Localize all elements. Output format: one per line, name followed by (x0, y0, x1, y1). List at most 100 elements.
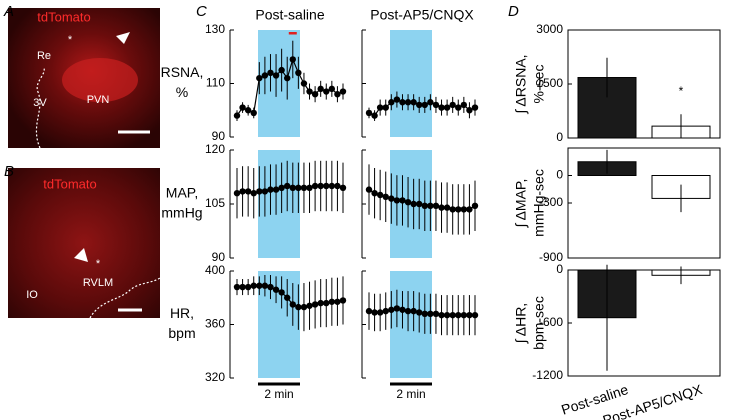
point (300, 184, 308, 191)
y-axis-label: bpm-sec (531, 296, 547, 350)
stimulus-band (390, 271, 432, 378)
point (328, 182, 336, 190)
significance-marker (288, 32, 297, 35)
point (416, 200, 423, 208)
y-tick-label: 0 (556, 130, 563, 144)
point (256, 282, 263, 289)
y-tick-label: 0 (556, 168, 563, 182)
point (334, 91, 341, 98)
point (317, 182, 324, 190)
point (410, 200, 417, 208)
point (233, 112, 241, 119)
y-axis-label: bpm (168, 325, 195, 341)
point (239, 104, 246, 111)
point (427, 202, 434, 209)
y-axis-label: ∫ ΔHR, (513, 303, 529, 344)
point (267, 186, 274, 193)
point (371, 309, 378, 316)
point (466, 206, 473, 213)
point (289, 56, 296, 63)
point (460, 311, 468, 319)
point (289, 301, 296, 308)
point (339, 88, 347, 95)
point (421, 310, 428, 317)
point (323, 299, 330, 307)
labeled-region (62, 58, 138, 102)
image-label: RVLM (83, 277, 113, 289)
y-axis-label: %-sec (531, 65, 547, 104)
point (244, 107, 252, 114)
image-title: tdTomato (43, 176, 96, 191)
point (339, 184, 347, 191)
point (455, 311, 462, 319)
point (256, 188, 263, 195)
y-tick-label: 320 (205, 370, 225, 384)
point (365, 186, 373, 193)
point (334, 182, 341, 190)
point (404, 307, 412, 315)
y-tick-label: 105 (205, 196, 225, 210)
point (416, 309, 423, 316)
point (455, 206, 462, 213)
point (460, 101, 468, 109)
point (295, 184, 302, 191)
point (272, 72, 280, 79)
point (404, 199, 412, 206)
point (311, 182, 319, 190)
point (421, 202, 428, 209)
point (239, 283, 246, 291)
y-tick-label: -300 (539, 195, 563, 209)
point (471, 104, 479, 111)
y-axis-label: ∫ ΔMAP, (513, 179, 529, 229)
point (449, 101, 456, 109)
point (388, 99, 395, 106)
column-title: Post-saline (255, 7, 324, 23)
point (295, 69, 302, 77)
y-tick-label: 110 (206, 76, 225, 90)
point (416, 101, 423, 109)
point (393, 96, 401, 103)
y-tick-label: 360 (205, 317, 225, 331)
point (371, 190, 378, 197)
point (421, 101, 428, 109)
y-tick-label: -600 (539, 315, 563, 329)
point (443, 311, 451, 319)
stimulus-band (390, 30, 432, 137)
point (278, 66, 285, 74)
point (334, 298, 341, 305)
point (289, 184, 296, 191)
point (250, 109, 257, 117)
image-label: * (68, 34, 73, 46)
y-tick-label: 120 (205, 142, 225, 156)
point (388, 195, 395, 202)
point (311, 301, 319, 308)
point (272, 286, 280, 293)
point (306, 302, 313, 309)
point (371, 112, 378, 119)
ventricle-outline (35, 67, 45, 149)
point (432, 310, 440, 317)
point (443, 204, 451, 211)
point (393, 197, 401, 204)
point (376, 191, 384, 199)
point (471, 311, 479, 319)
image-title: tdTomato (37, 9, 90, 24)
point (311, 91, 319, 98)
y-tick-label: 3000 (536, 22, 563, 36)
micrograph-b (8, 168, 160, 318)
point (393, 305, 401, 312)
point (250, 282, 257, 289)
y-axis-label: HR, (170, 305, 194, 321)
image-label: 3V (33, 97, 47, 109)
arrowhead (74, 248, 88, 262)
image-label: IO (26, 289, 38, 301)
point (300, 80, 308, 87)
point (233, 283, 241, 291)
point (284, 74, 291, 82)
point (239, 188, 246, 195)
point (256, 74, 263, 82)
point (328, 298, 336, 305)
point (233, 190, 241, 197)
image-label: * (96, 258, 101, 270)
